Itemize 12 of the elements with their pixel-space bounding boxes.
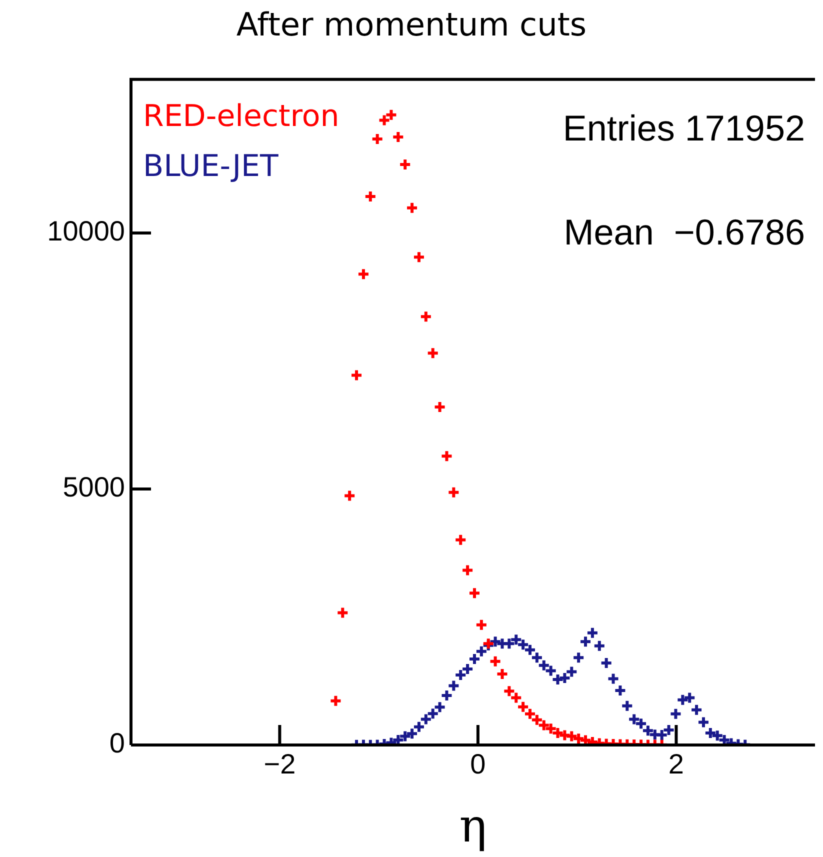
chart-title: After momentum cuts bbox=[236, 6, 587, 44]
x-tick-label: −2 bbox=[264, 748, 296, 780]
series-label: RED-electron bbox=[143, 99, 340, 134]
y-tick-label: 0 bbox=[109, 728, 125, 759]
y-tick-label: 10000 bbox=[47, 216, 125, 247]
x-tick-label: 2 bbox=[668, 748, 684, 780]
x-tick-label: 0 bbox=[470, 748, 486, 780]
text: BLUE-JET bbox=[143, 149, 280, 184]
annotation: Entries 171952 bbox=[562, 107, 805, 148]
annotation: Mean −0.6786 bbox=[564, 211, 805, 252]
x-axis-title: η bbox=[459, 798, 487, 852]
y-tick-label: 5000 bbox=[62, 472, 125, 503]
